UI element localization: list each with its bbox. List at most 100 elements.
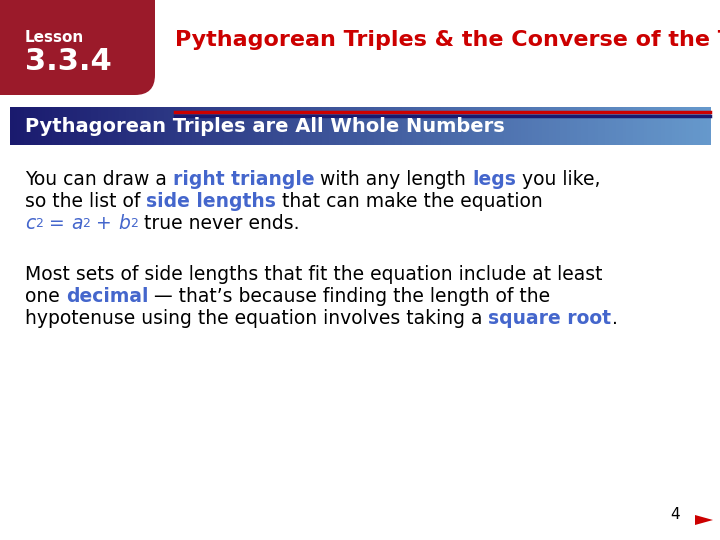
Text: Pythagorean Triples are All Whole Numbers: Pythagorean Triples are All Whole Number… (25, 117, 505, 136)
Bar (55, 107, 60, 145)
Bar (503, 107, 508, 145)
Bar (693, 107, 697, 145)
Bar (140, 107, 144, 145)
Bar (143, 107, 148, 145)
Bar (300, 107, 305, 145)
Bar (623, 107, 627, 145)
Bar (542, 107, 546, 145)
Text: right triangle: right triangle (173, 170, 315, 189)
Bar (413, 107, 417, 145)
Text: one: one (25, 287, 66, 306)
Bar (332, 107, 336, 145)
Bar (367, 107, 372, 145)
Bar (349, 107, 354, 145)
Text: .: . (611, 309, 617, 328)
Bar (157, 107, 161, 145)
Bar (45, 107, 50, 145)
Bar (398, 107, 403, 145)
Bar (552, 107, 557, 145)
Bar (661, 107, 665, 145)
Bar (294, 107, 298, 145)
Bar (475, 107, 480, 145)
Bar (405, 107, 410, 145)
Text: side lengths: side lengths (146, 192, 276, 211)
Bar (409, 107, 413, 145)
Text: +: + (90, 214, 118, 233)
Bar (315, 107, 319, 145)
Bar (136, 107, 140, 145)
Bar (451, 107, 456, 145)
Bar (441, 107, 445, 145)
Bar (584, 107, 588, 145)
Bar (633, 107, 637, 145)
Bar (42, 107, 46, 145)
Bar (493, 107, 498, 145)
Bar (605, 107, 610, 145)
Bar (343, 107, 347, 145)
Bar (388, 107, 392, 145)
Bar (665, 107, 669, 145)
Bar (644, 107, 648, 145)
Text: 2: 2 (130, 217, 138, 230)
Bar (706, 107, 711, 145)
Bar (539, 107, 543, 145)
Bar (482, 107, 487, 145)
Bar (150, 107, 155, 145)
Bar (395, 107, 400, 145)
Bar (448, 107, 452, 145)
Bar (213, 107, 217, 145)
Bar (168, 107, 172, 145)
Bar (339, 107, 343, 145)
Bar (97, 107, 102, 145)
Bar (248, 107, 253, 145)
Text: 3.3.4: 3.3.4 (25, 47, 112, 76)
Bar (685, 107, 690, 145)
Bar (171, 107, 176, 145)
Bar (668, 107, 672, 145)
Bar (518, 107, 522, 145)
Bar (101, 107, 106, 145)
Bar (636, 107, 641, 145)
Bar (217, 107, 221, 145)
Bar (132, 107, 137, 145)
Bar (112, 107, 116, 145)
Bar (437, 107, 441, 145)
Bar (580, 107, 585, 145)
Bar (336, 107, 340, 145)
Bar (234, 107, 238, 145)
Bar (279, 107, 284, 145)
Bar (657, 107, 662, 145)
Polygon shape (695, 515, 713, 525)
Bar (454, 107, 459, 145)
Bar (423, 107, 428, 145)
Bar (402, 107, 407, 145)
Bar (514, 107, 518, 145)
Bar (129, 107, 133, 145)
Bar (48, 107, 53, 145)
Bar (174, 107, 179, 145)
Text: decimal: decimal (66, 287, 148, 306)
Bar (192, 107, 197, 145)
Bar (255, 107, 259, 145)
Bar (52, 107, 56, 145)
Bar (535, 107, 539, 145)
Bar (181, 107, 186, 145)
Bar (524, 107, 529, 145)
Text: legs: legs (472, 170, 516, 189)
Bar (462, 107, 466, 145)
Bar (84, 107, 88, 145)
Bar (94, 107, 99, 145)
Text: you like,: you like, (516, 170, 600, 189)
Bar (287, 107, 291, 145)
Bar (647, 107, 652, 145)
Bar (598, 107, 603, 145)
Bar (80, 107, 84, 145)
Bar (588, 107, 592, 145)
Text: =: = (43, 214, 71, 233)
Bar (486, 107, 490, 145)
Bar (654, 107, 659, 145)
Text: — that’s because finding the length of the: — that’s because finding the length of t… (148, 287, 550, 306)
Text: b: b (118, 214, 130, 233)
Bar (675, 107, 680, 145)
Bar (528, 107, 533, 145)
